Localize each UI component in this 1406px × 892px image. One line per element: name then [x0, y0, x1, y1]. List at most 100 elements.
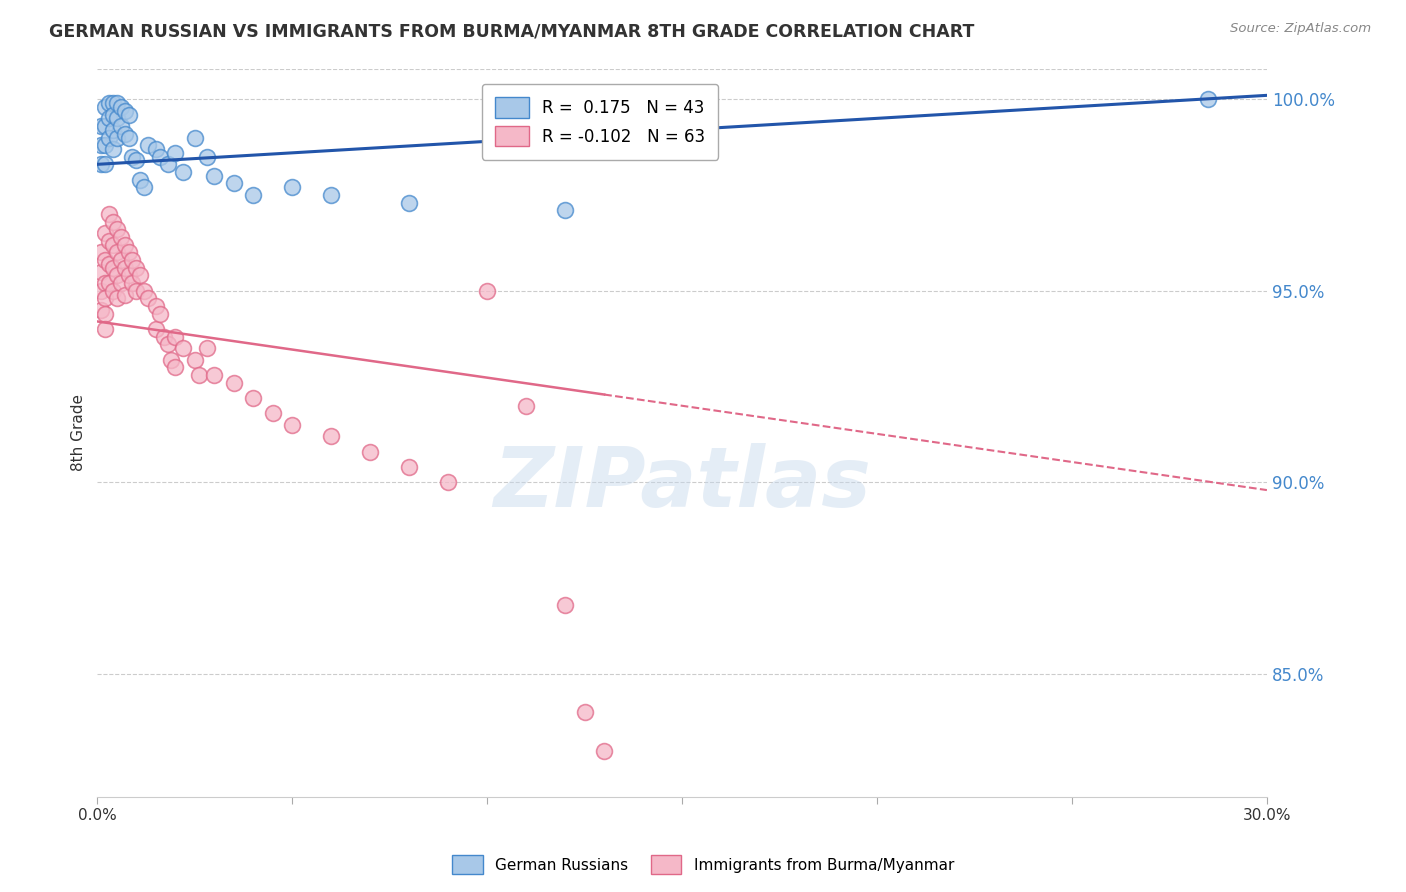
- Point: [129, 268, 152, 283]
- Point: [94, 276, 117, 290]
- Point: [90, 245, 112, 260]
- Point: [101, 237, 124, 252]
- Point: [90, 265, 112, 279]
- Point: [1197, 92, 1219, 106]
- Point: [94, 307, 117, 321]
- Point: [359, 444, 381, 458]
- Point: [94, 157, 117, 171]
- Point: [101, 215, 124, 229]
- Point: [554, 203, 576, 218]
- Point: [172, 341, 194, 355]
- Point: [184, 352, 207, 367]
- Point: [105, 95, 128, 110]
- Point: [101, 284, 124, 298]
- Point: [134, 284, 156, 298]
- Point: [98, 234, 121, 248]
- Point: [101, 95, 124, 110]
- Point: [98, 112, 121, 126]
- Point: [160, 352, 183, 367]
- Point: [134, 180, 156, 194]
- Point: [105, 130, 128, 145]
- Point: [105, 268, 128, 283]
- Text: ZIPatlas: ZIPatlas: [494, 443, 872, 524]
- Point: [136, 138, 159, 153]
- Point: [437, 475, 460, 490]
- Point: [94, 100, 117, 114]
- Point: [156, 337, 179, 351]
- Point: [145, 142, 167, 156]
- Point: [125, 153, 148, 168]
- Point: [105, 112, 128, 126]
- Point: [593, 744, 616, 758]
- Point: [398, 195, 420, 210]
- Point: [145, 299, 167, 313]
- Point: [195, 341, 218, 355]
- Point: [110, 230, 132, 244]
- Point: [101, 123, 124, 137]
- Point: [202, 368, 225, 383]
- Legend: German Russians, Immigrants from Burma/Myanmar: German Russians, Immigrants from Burma/M…: [446, 849, 960, 880]
- Point: [477, 284, 499, 298]
- Point: [321, 429, 343, 443]
- Point: [149, 150, 172, 164]
- Point: [101, 260, 124, 275]
- Point: [117, 268, 139, 283]
- Point: [136, 292, 159, 306]
- Point: [105, 222, 128, 236]
- Point: [195, 150, 218, 164]
- Point: [187, 368, 209, 383]
- Point: [242, 391, 264, 405]
- Point: [90, 157, 112, 171]
- Point: [125, 260, 148, 275]
- Point: [398, 460, 420, 475]
- Point: [94, 253, 117, 268]
- Point: [110, 253, 132, 268]
- Point: [110, 100, 132, 114]
- Point: [117, 130, 139, 145]
- Point: [129, 172, 152, 186]
- Point: [105, 292, 128, 306]
- Point: [90, 119, 112, 133]
- Text: GERMAN RUSSIAN VS IMMIGRANTS FROM BURMA/MYANMAR 8TH GRADE CORRELATION CHART: GERMAN RUSSIAN VS IMMIGRANTS FROM BURMA/…: [49, 22, 974, 40]
- Point: [321, 188, 343, 202]
- Point: [222, 177, 245, 191]
- Text: Source: ZipAtlas.com: Source: ZipAtlas.com: [1230, 22, 1371, 36]
- Point: [98, 207, 121, 221]
- Point: [90, 284, 112, 298]
- Legend: R =  0.175   N = 43, R = -0.102   N = 63: R = 0.175 N = 43, R = -0.102 N = 63: [482, 84, 718, 160]
- Point: [145, 322, 167, 336]
- Point: [94, 119, 117, 133]
- Point: [114, 103, 136, 118]
- Point: [98, 95, 121, 110]
- Point: [110, 119, 132, 133]
- Point: [105, 245, 128, 260]
- Point: [242, 188, 264, 202]
- Point: [110, 276, 132, 290]
- Point: [114, 127, 136, 141]
- Point: [554, 598, 576, 612]
- Point: [114, 287, 136, 301]
- Point: [149, 307, 172, 321]
- Point: [172, 165, 194, 179]
- Point: [121, 276, 143, 290]
- Point: [98, 276, 121, 290]
- Point: [165, 145, 187, 160]
- Point: [222, 376, 245, 390]
- Point: [574, 706, 596, 720]
- Point: [262, 406, 284, 420]
- Point: [101, 142, 124, 156]
- Point: [114, 260, 136, 275]
- Point: [94, 138, 117, 153]
- Point: [125, 284, 148, 298]
- Point: [101, 107, 124, 121]
- Point: [202, 169, 225, 183]
- Point: [94, 322, 117, 336]
- Point: [165, 360, 187, 375]
- Point: [117, 107, 139, 121]
- Point: [94, 227, 117, 241]
- Point: [156, 157, 179, 171]
- Point: [121, 150, 143, 164]
- Point: [152, 330, 174, 344]
- Point: [117, 245, 139, 260]
- Point: [515, 399, 537, 413]
